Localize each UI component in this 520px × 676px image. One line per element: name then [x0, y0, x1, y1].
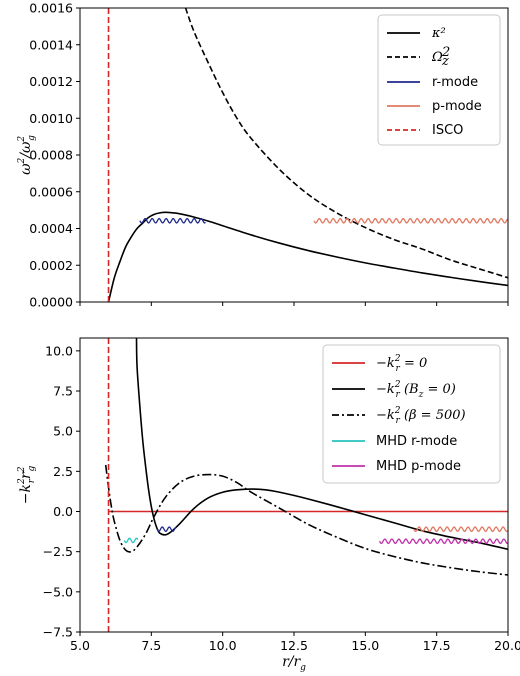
bottom-plot-area: [104, 338, 508, 632]
top-y-tick-label: 0.0002: [29, 258, 73, 273]
bottom-x-tick-label: 17.5: [423, 638, 451, 653]
bottom-series-4: [378, 538, 508, 545]
legend-zero-label: −k2 r = 0: [376, 354, 427, 374]
bottom-legend: −k2 r = 0 −k2 r (Bz = 0) −k2 r (β = 500) MH…: [322, 344, 501, 484]
top-y-tick-label: 0.0016: [29, 1, 73, 16]
top-y-axis-label: ω2/ω2g: [17, 135, 37, 175]
bottom-series-2: [104, 464, 508, 576]
top-x-ticks: [79, 302, 509, 306]
bottom-y-tick-label: 7.5: [53, 384, 73, 399]
legend-bz0-label: −k2 r (Bz = 0): [376, 380, 456, 400]
bottom-x-tick-label: 5.0: [70, 638, 90, 653]
top-series-1: [184, 8, 508, 279]
bottom-x-tick-label: 15.0: [351, 638, 379, 653]
top-y-tick-label: 0.0004: [29, 221, 73, 236]
bottom-x-tick-label: 10.0: [209, 638, 237, 653]
legend-omega-label: Ω: [431, 50, 443, 65]
legend-beta-label: −k2 r (β = 500): [376, 406, 466, 426]
top-panel: 0.0000 0.0002 0.0004 0.0006 0.0008 0.0010 0.00…: [17, 1, 509, 310]
top-y-ticks: 0.0000 0.0002 0.0004 0.0006 0.0008 0.0010 0.00…: [29, 1, 80, 310]
top-y-tick-label: 0.0006: [29, 184, 73, 199]
top-legend: κ² Ω 2 z r-mode p-mode ISCO: [377, 14, 501, 146]
top-y-tick-label: 0.0000: [29, 295, 73, 310]
bottom-y-tick-label: 0.0: [53, 504, 73, 519]
bottom-y-axis-label: −k2rr2g: [17, 466, 37, 505]
legend-omega-sub2: z: [441, 54, 449, 69]
legend-rmode-label: r-mode: [432, 75, 478, 90]
top-series-2: [139, 217, 206, 224]
legend-mhd-pmode-label: MHD p-mode: [376, 459, 461, 474]
bottom-x-ticks: 5.0 7.5 10.0 12.5 15.0 17.5 20.0: [70, 632, 520, 653]
bottom-series-1: [135, 338, 508, 551]
legend-kappa-label: κ²: [431, 26, 446, 41]
bottom-y-tick-label: −7.5: [43, 625, 73, 640]
top-y-tick-label: 0.0010: [29, 111, 73, 126]
top-plot-area: [107, 8, 508, 302]
legend-mhd-rmode-label: MHD r-mode: [376, 434, 457, 449]
top-y-tick-label: 0.0012: [29, 74, 73, 89]
top-series-3: [313, 217, 508, 224]
bottom-panel: −7.5 −5.0 −2.5 0.0 2.5 5.0 7.5 10.0 5.0 7.5 10.0 1…: [17, 337, 520, 673]
bottom-legend-box: [322, 344, 501, 484]
bottom-y-tick-label: 2.5: [53, 464, 73, 479]
bottom-y-tick-label: −2.5: [43, 544, 73, 559]
legend-omega-sub: 2: [441, 45, 450, 60]
top-y-tick-label: 0.0008: [29, 148, 73, 163]
bottom-y-ticks: −7.5 −5.0 −2.5 0.0 2.5 5.0 7.5 10.0: [43, 343, 80, 640]
top-legend-box: [377, 14, 501, 146]
top-series-0: [107, 211, 508, 302]
legend-isco-label: ISCO: [432, 123, 463, 138]
legend-pmode-label: p-mode: [432, 99, 482, 114]
bottom-series-5-line: [156, 526, 177, 533]
bottom-x-axis-label: r/rg: [282, 654, 306, 673]
top-y-tick-label: 0.0014: [29, 37, 73, 52]
bottom-x-tick-label: 7.5: [141, 638, 161, 653]
bottom-y-tick-label: −5.0: [43, 584, 73, 599]
bottom-series-6-line: [413, 526, 508, 533]
bottom-y-tick-label: 10.0: [45, 343, 73, 358]
bottom-x-tick-label: 12.5: [280, 638, 308, 653]
bottom-x-tick-label: 20.0: [494, 638, 520, 653]
bottom-y-tick-label: 5.0: [53, 424, 73, 439]
bottom-series-3: [123, 537, 139, 544]
